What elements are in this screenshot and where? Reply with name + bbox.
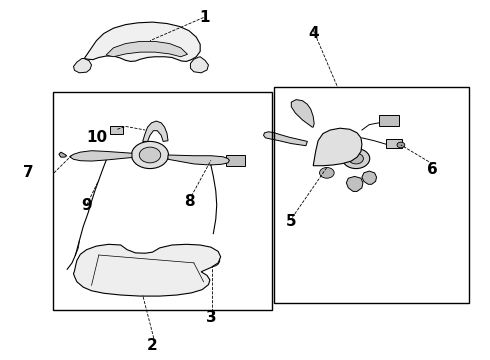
Polygon shape: [70, 151, 132, 161]
Text: 7: 7: [23, 165, 33, 180]
Bar: [274, 87, 469, 303]
Polygon shape: [74, 244, 221, 296]
Text: 9: 9: [81, 198, 92, 212]
Bar: [110, 126, 123, 134]
Text: 1: 1: [200, 10, 210, 25]
Circle shape: [397, 142, 405, 148]
Bar: [225, 155, 245, 166]
Polygon shape: [74, 59, 92, 73]
Polygon shape: [346, 176, 363, 192]
Circle shape: [343, 149, 370, 168]
Text: 2: 2: [147, 338, 158, 352]
Text: 6: 6: [427, 162, 438, 177]
Polygon shape: [59, 152, 67, 157]
Polygon shape: [168, 155, 229, 165]
Polygon shape: [191, 57, 208, 73]
Polygon shape: [143, 121, 168, 141]
Text: 10: 10: [86, 130, 107, 145]
Text: 5: 5: [286, 213, 296, 229]
Text: 8: 8: [184, 194, 194, 209]
Bar: [52, 93, 272, 310]
Polygon shape: [313, 128, 362, 166]
Text: 3: 3: [206, 310, 216, 325]
Polygon shape: [84, 22, 200, 62]
Polygon shape: [362, 171, 376, 184]
Bar: [386, 139, 402, 148]
Circle shape: [139, 147, 161, 163]
Circle shape: [319, 167, 334, 178]
Circle shape: [349, 153, 364, 164]
Circle shape: [131, 141, 169, 168]
Polygon shape: [106, 41, 188, 57]
Polygon shape: [264, 132, 307, 146]
Bar: [379, 115, 399, 126]
Text: 4: 4: [308, 26, 319, 41]
Polygon shape: [291, 100, 314, 127]
